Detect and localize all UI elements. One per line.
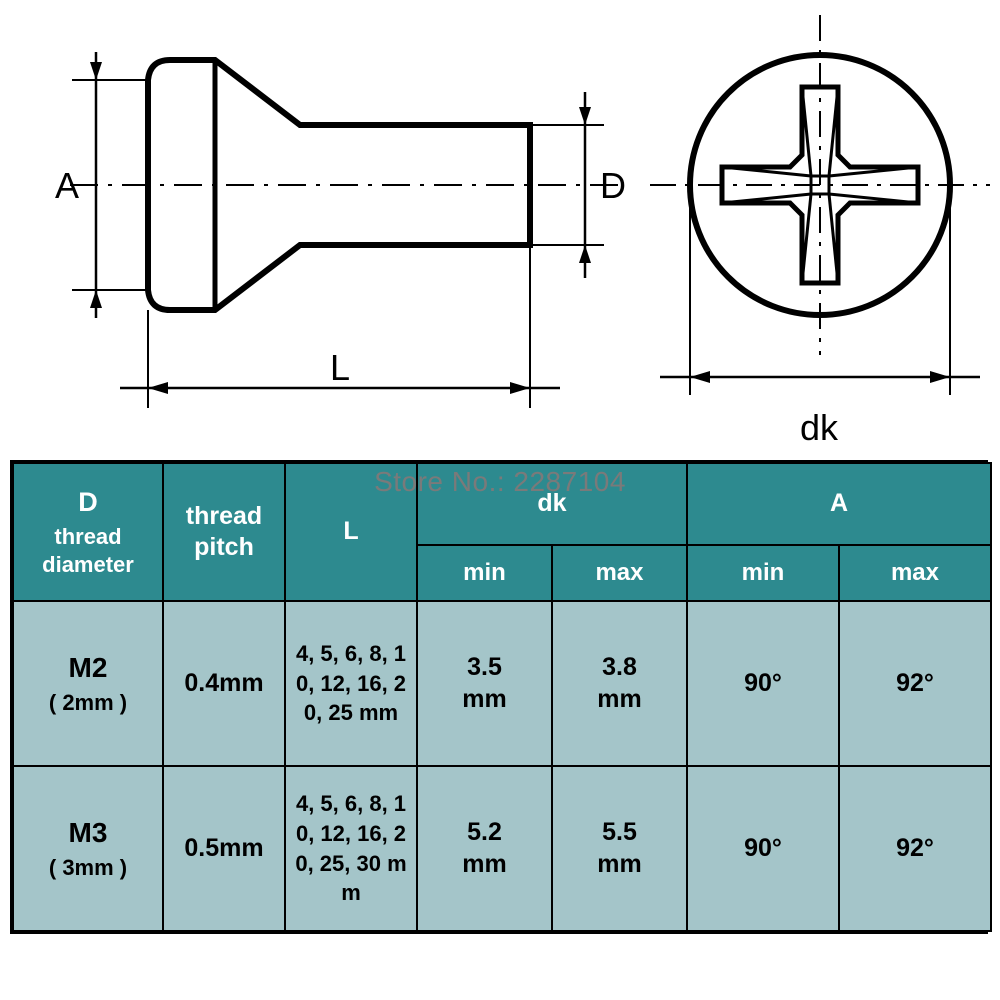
col-subheader-min: min: [687, 545, 839, 601]
cell: 90°: [687, 766, 839, 931]
cell: M2( 2mm ): [13, 601, 163, 766]
table-row: M3( 3mm )0.5mm4, 5, 6, 8, 10, 12, 16, 20…: [13, 766, 991, 931]
label-D: D: [600, 165, 626, 206]
cell: M3( 3mm ): [13, 766, 163, 931]
label-L: L: [330, 347, 350, 388]
cell: 5.2mm: [417, 766, 552, 931]
cell: 3.8mm: [552, 601, 687, 766]
col-subheader-max: max: [552, 545, 687, 601]
spec-table: Dthread diameterthread pitchLdkA minmaxm…: [10, 460, 988, 934]
cell: 4, 5, 6, 8, 10, 12, 16, 20, 25, 30 mm: [285, 766, 417, 931]
store-watermark: Store No.: 2287104: [0, 466, 1000, 498]
cell: 90°: [687, 601, 839, 766]
cell: 92°: [839, 601, 991, 766]
cell: 0.5mm: [163, 766, 285, 931]
cell: 4, 5, 6, 8, 10, 12, 16, 20, 25 mm: [285, 601, 417, 766]
col-subheader-max: max: [839, 545, 991, 601]
label-dk: dk: [800, 407, 839, 448]
screw-diagram: A D L: [0, 0, 1000, 470]
cell: 3.5mm: [417, 601, 552, 766]
cell: 92°: [839, 766, 991, 931]
col-subheader-min: min: [417, 545, 552, 601]
table-row: M2( 2mm )0.4mm4, 5, 6, 8, 10, 12, 16, 20…: [13, 601, 991, 766]
cell: 0.4mm: [163, 601, 285, 766]
cell: 5.5mm: [552, 766, 687, 931]
label-A: A: [55, 165, 79, 206]
